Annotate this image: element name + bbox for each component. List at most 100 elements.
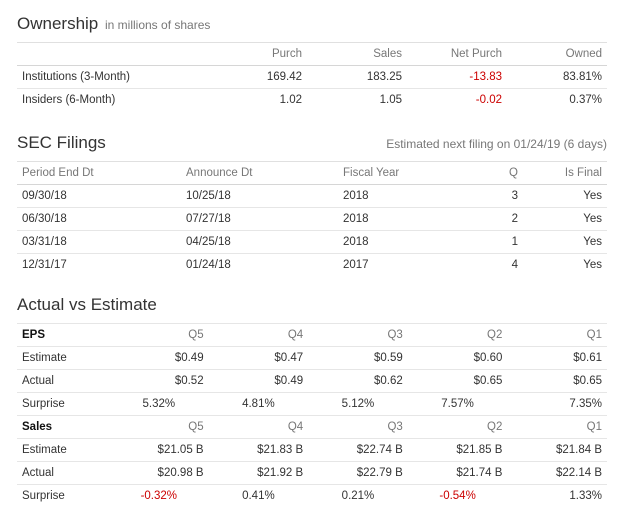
header-announce: Announce Dt: [181, 161, 338, 185]
quarter-cell: 3: [458, 184, 523, 208]
quarter-header: Q4: [208, 323, 309, 347]
final-cell: Yes: [523, 230, 607, 254]
surprise-cell: 5.32%: [109, 392, 209, 416]
final-cell: Yes: [523, 253, 607, 276]
value-cell: $0.49: [208, 369, 309, 393]
surprise-cell: -0.32%: [109, 484, 209, 507]
quarter-header: Q5: [109, 323, 209, 347]
net-purch-cell: -13.83: [407, 65, 507, 89]
next-filing-note: Estimated next filing on 01/24/19 (6 day…: [386, 137, 607, 151]
surprise-cell: 5.12%: [308, 392, 408, 416]
sec-filings-section: SEC Filings Estimated next filing on 01/…: [17, 131, 607, 276]
value-cell: $0.59: [308, 346, 408, 370]
value-cell: $21.85 B: [407, 438, 508, 462]
actual-vs-estimate-table: EPS Q5 Q4 Q3 Q2 Q1 Estimate $0.49 $0.47 …: [17, 323, 607, 507]
row-label: Actual: [17, 369, 109, 393]
net-purch-cell: -0.02: [407, 88, 507, 111]
value-cell: $0.49: [109, 346, 209, 370]
ownership-header-owned: Owned: [507, 42, 607, 66]
sales-cell: 183.25: [307, 65, 407, 89]
value-cell: $0.65: [407, 369, 508, 393]
table-row: 03/31/18 04/25/18 2018 1 Yes: [17, 230, 607, 254]
quarter-cell: 2: [458, 207, 523, 231]
owned-cell: 0.37%: [507, 88, 607, 111]
quarter-cell: 4: [458, 253, 523, 276]
ownership-header-sales: Sales: [307, 42, 407, 66]
value-cell: $0.62: [308, 369, 408, 393]
header-period-end: Period End Dt: [17, 161, 181, 185]
period-cell: 03/31/18: [17, 230, 181, 254]
period-cell: 06/30/18: [17, 207, 181, 231]
table-row: 09/30/18 10/25/18 2018 3 Yes: [17, 184, 607, 208]
header-fiscal-year: Fiscal Year: [338, 161, 458, 185]
table-row: Surprise -0.32% 0.41% 0.21% -0.54% 1.33%: [17, 484, 607, 507]
announce-cell: 01/24/18: [181, 253, 338, 276]
quarter-header: Q2: [407, 323, 508, 347]
surprise-cell: 0.41%: [208, 484, 309, 507]
value-cell: $21.83 B: [208, 438, 309, 462]
owned-cell: 83.81%: [507, 65, 607, 89]
quarter-header: Q3: [308, 415, 408, 439]
table-row: Insiders (6-Month) 1.02 1.05 -0.02 0.37%: [17, 88, 607, 111]
surprise-cell: 4.81%: [208, 392, 309, 416]
quarter-header: Q2: [407, 415, 508, 439]
ownership-subtitle: in millions of shares: [105, 18, 211, 32]
row-label: Estimate: [17, 346, 109, 370]
final-cell: Yes: [523, 207, 607, 231]
year-cell: 2017: [338, 253, 458, 276]
sales-header-row: Sales Q5 Q4 Q3 Q2 Q1: [17, 415, 607, 439]
actual-vs-estimate-title: Actual vs Estimate: [17, 295, 157, 314]
row-label: Surprise: [17, 392, 109, 416]
surprise-cell: 0.21%: [308, 484, 408, 507]
final-cell: Yes: [523, 184, 607, 208]
announce-cell: 07/27/18: [181, 207, 338, 231]
header-quarter: Q: [458, 161, 523, 185]
quarter-header: Q1: [507, 415, 607, 439]
value-cell: $22.14 B: [507, 461, 607, 485]
announce-cell: 10/25/18: [181, 184, 338, 208]
row-label: Actual: [17, 461, 109, 485]
table-row: Estimate $21.05 B $21.83 B $22.74 B $21.…: [17, 438, 607, 462]
value-cell: $0.60: [407, 346, 508, 370]
sec-filings-table: Period End Dt Announce Dt Fiscal Year Q …: [17, 161, 607, 276]
ownership-title-row: Ownership in millions of shares: [17, 12, 607, 36]
value-cell: $22.79 B: [308, 461, 408, 485]
quarter-header: Q4: [208, 415, 309, 439]
sales-cell: 1.05: [307, 88, 407, 111]
table-row: 06/30/18 07/27/18 2018 2 Yes: [17, 207, 607, 231]
purch-cell: 169.42: [207, 65, 307, 89]
value-cell: $21.92 B: [208, 461, 309, 485]
ownership-table: Purch Sales Net Purch Owned Institutions…: [17, 42, 607, 111]
table-row: Actual $20.98 B $21.92 B $22.79 B $21.74…: [17, 461, 607, 485]
purch-cell: 1.02: [207, 88, 307, 111]
header-is-final: Is Final: [523, 161, 607, 185]
year-cell: 2018: [338, 184, 458, 208]
table-row: 12/31/17 01/24/18 2017 4 Yes: [17, 253, 607, 276]
announce-cell: 04/25/18: [181, 230, 338, 254]
quarter-cell: 1: [458, 230, 523, 254]
ownership-header-blank: [17, 42, 207, 66]
actual-vs-estimate-section: Actual vs Estimate EPS Q5 Q4 Q3 Q2 Q1 Es…: [17, 293, 607, 507]
sec-filings-title-row: SEC Filings Estimated next filing on 01/…: [17, 131, 607, 155]
value-cell: $0.61: [507, 346, 607, 370]
surprise-cell: 1.33%: [507, 484, 607, 507]
period-cell: 12/31/17: [17, 253, 181, 276]
ownership-header-purch: Purch: [207, 42, 307, 66]
sec-filings-title: SEC Filings: [17, 133, 106, 152]
value-cell: $0.47: [208, 346, 309, 370]
value-cell: $21.05 B: [109, 438, 209, 462]
row-label: Insiders (6-Month): [17, 88, 207, 111]
surprise-cell: -0.54%: [407, 484, 508, 507]
row-label: Estimate: [17, 438, 109, 462]
table-row: Surprise 5.32% 4.81% 5.12% 7.57% 7.35%: [17, 392, 607, 416]
ownership-header-net: Net Purch: [407, 42, 507, 66]
surprise-cell: 7.35%: [507, 392, 607, 416]
eps-header-row: EPS Q5 Q4 Q3 Q2 Q1: [17, 323, 607, 347]
value-cell: $0.52: [109, 369, 209, 393]
table-row: Estimate $0.49 $0.47 $0.59 $0.60 $0.61: [17, 346, 607, 370]
value-cell: $22.74 B: [308, 438, 408, 462]
quarter-header: Q3: [308, 323, 408, 347]
value-cell: $20.98 B: [109, 461, 209, 485]
surprise-cell: 7.57%: [407, 392, 508, 416]
table-row: Institutions (3-Month) 169.42 183.25 -13…: [17, 65, 607, 89]
